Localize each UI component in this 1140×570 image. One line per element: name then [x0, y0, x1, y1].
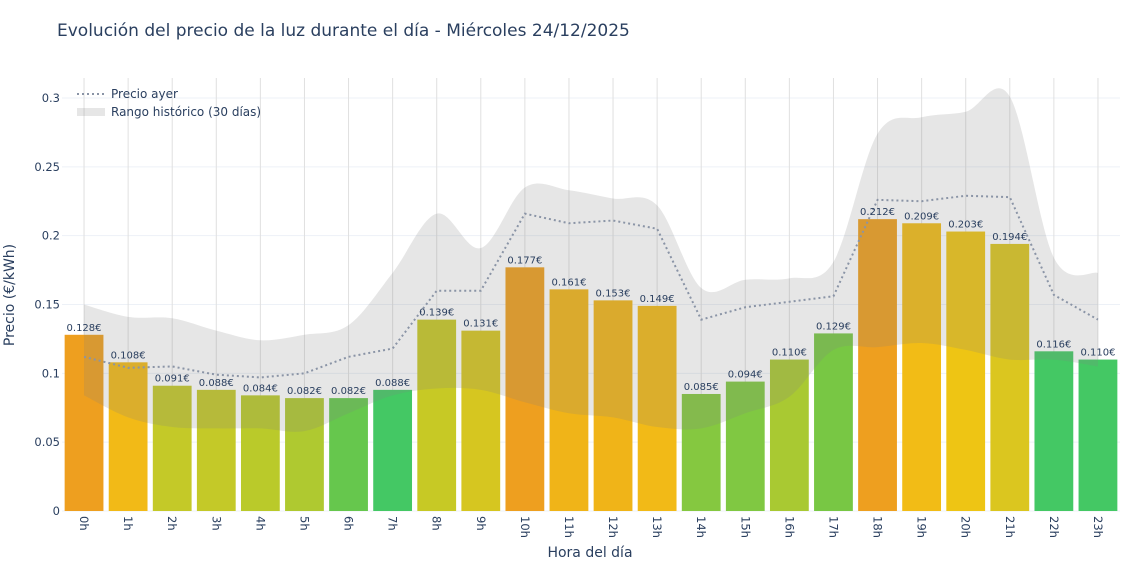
bar-15h — [725, 381, 765, 511]
y-tick-label: 0.1 — [42, 366, 60, 380]
x-tick-label: 2h — [165, 516, 179, 531]
data-label: 0.139€ — [419, 308, 454, 319]
bar-20h — [946, 231, 986, 511]
data-label: 0.203€ — [948, 220, 983, 231]
x-tick-label: 20h — [959, 516, 973, 538]
bar-5h — [285, 398, 324, 511]
data-label: 0.110€ — [1080, 348, 1115, 359]
data-label: 0.110€ — [772, 348, 807, 359]
bar-0h — [64, 334, 104, 511]
x-tick-label: 10h — [518, 516, 532, 538]
x-tick-label: 18h — [871, 516, 885, 538]
x-tick-label: 0h — [77, 516, 91, 531]
bar-4h — [240, 395, 280, 511]
x-tick-label: 9h — [474, 516, 488, 531]
legend[interactable]: Precio ayer Rango histórico (30 días) — [77, 87, 261, 119]
y-tick-label: 0 — [53, 504, 60, 518]
legend-rango-historico[interactable]: Rango histórico (30 días) — [111, 105, 261, 119]
yesterday-price-polyline — [83, 194, 1099, 379]
data-label: 0.212€ — [860, 207, 895, 218]
data-label: 0.084€ — [243, 383, 278, 394]
x-tick-label: 13h — [650, 516, 664, 538]
x-axis-title: Hora del día — [547, 545, 632, 561]
data-label: 0.153€ — [596, 288, 631, 299]
historic-range-area — [84, 88, 1098, 432]
y-tick-label: 0.2 — [42, 229, 60, 243]
y-tick-label: 0.3 — [42, 91, 60, 105]
data-label: 0.209€ — [904, 211, 939, 222]
y-axis-ticks: 0 0.05 0.1 0.15 0.2 0.25 0.3 — [34, 91, 60, 518]
data-label: 0.085€ — [684, 382, 719, 393]
y-tick-label: 0.15 — [34, 298, 60, 312]
chart-title: Evolución del precio de la luz durante e… — [57, 21, 630, 41]
x-tick-label: 5h — [297, 516, 311, 531]
bar-9h — [461, 330, 501, 511]
y-axis-title: Precio (€/kWh) — [2, 244, 18, 346]
bar-23h — [1078, 359, 1118, 511]
data-label: 0.149€ — [640, 294, 675, 305]
x-tick-label: 15h — [738, 516, 752, 538]
bar-18h — [858, 219, 897, 511]
x-tick-label: 17h — [826, 516, 840, 538]
bar-16h — [769, 359, 809, 511]
x-tick-label: 11h — [562, 516, 576, 538]
bar-11h — [549, 289, 589, 511]
bar-19h — [902, 223, 942, 511]
bar-6h — [329, 398, 368, 511]
x-tick-label: 23h — [1091, 516, 1105, 538]
data-label: 0.082€ — [331, 386, 366, 397]
data-label: 0.131€ — [463, 319, 498, 330]
data-label: 0.177€ — [507, 255, 542, 266]
x-tick-label: 22h — [1047, 516, 1061, 538]
bar-8h — [417, 319, 457, 511]
historic-range-band — [84, 88, 1098, 432]
data-label: 0.128€ — [67, 323, 102, 334]
bar-2h — [152, 385, 192, 511]
x-tick-label: 6h — [342, 516, 356, 531]
x-tick-label: 21h — [1003, 516, 1017, 538]
bar-13h — [637, 305, 677, 511]
bar-14h — [681, 393, 721, 511]
bar-22h — [1034, 351, 1074, 511]
bar-10h — [505, 267, 545, 511]
data-label: 0.194€ — [992, 232, 1027, 243]
x-tick-label: 8h — [430, 516, 444, 531]
data-label: 0.091€ — [155, 374, 190, 385]
data-labels: 0.128€ 0.108€ 0.091€ 0.088€ 0.084€ 0.082€ 0.08… — [67, 207, 1116, 397]
x-tick-label: 14h — [694, 516, 708, 538]
legend-precio-ayer[interactable]: Precio ayer — [111, 87, 178, 101]
bar-1h — [108, 362, 148, 511]
x-tick-label: 16h — [782, 516, 796, 538]
x-axis-ticks: 0h 1h 2h 3h 4h 5h 6h 7h 8h 9h 10h 11h 12h 13h 14h 15h 16… — [77, 516, 1105, 538]
data-label: 0.094€ — [728, 370, 763, 381]
x-tick-label: 19h — [915, 516, 929, 538]
bars — [64, 219, 1118, 511]
y-tick-label: 0.25 — [34, 160, 60, 174]
bar-3h — [196, 389, 236, 511]
bar-17h — [814, 333, 853, 511]
data-label: 0.108€ — [111, 350, 146, 361]
bar-12h — [593, 300, 633, 511]
data-label: 0.116€ — [1036, 339, 1071, 350]
x-tick-label: 12h — [606, 516, 620, 538]
data-label: 0.161€ — [551, 277, 586, 288]
legend-band-swatch — [77, 108, 105, 116]
y-tick-label: 0.05 — [34, 435, 60, 449]
data-label: 0.129€ — [816, 321, 851, 332]
x-tick-label: 7h — [386, 516, 400, 531]
yesterday-price-line — [83, 194, 1099, 379]
data-label: 0.082€ — [287, 386, 322, 397]
data-label: 0.088€ — [375, 378, 410, 389]
x-tick-label: 1h — [121, 516, 135, 531]
x-tick-label: 4h — [253, 516, 267, 531]
bar-7h — [373, 389, 413, 511]
bar-21h — [990, 243, 1030, 511]
data-label: 0.088€ — [199, 378, 234, 389]
x-tick-label: 3h — [209, 516, 223, 531]
